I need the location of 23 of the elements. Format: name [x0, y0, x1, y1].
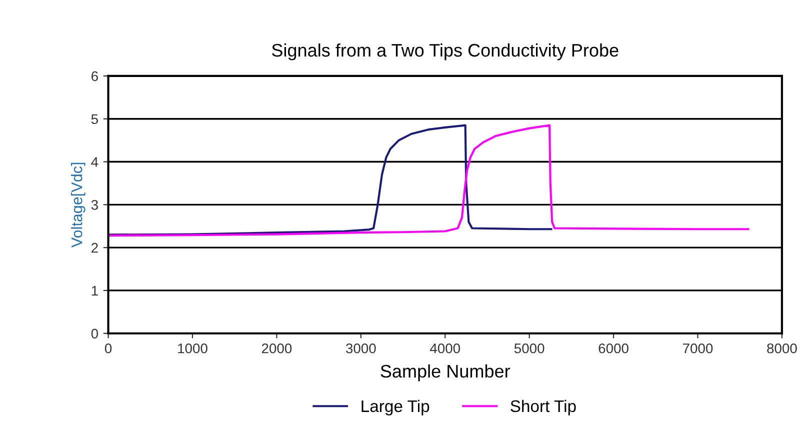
- y-tick-label: 1: [92, 286, 98, 296]
- x-tick-label: 2000: [262, 343, 292, 354]
- line-series: [108, 124, 552, 236]
- x-tick-label: 8000: [767, 343, 797, 354]
- y-tick-label: 2: [92, 242, 98, 253]
- x-axis-title: Sample Number: [380, 364, 510, 382]
- y-tick-label: 0: [91, 328, 98, 339]
- x-tick-label: 5000: [514, 343, 544, 354]
- line-series: [108, 124, 750, 237]
- x-tick-label: 4000: [430, 343, 460, 354]
- chart-title: Signals from a Two Tips Conductivity Probe: [272, 43, 618, 60]
- x-tick-label: 0: [104, 343, 112, 354]
- x-tick-label: 7000: [683, 343, 713, 354]
- x-tick-label: 6000: [598, 343, 628, 354]
- legend-label: Large Tip: [362, 400, 430, 416]
- y-tick-label: 4: [91, 157, 98, 167]
- y-axis-title: Voltage[Vdc]: [71, 162, 86, 248]
- y-tick-label: 3: [91, 200, 98, 210]
- y-tick-label: 5: [91, 114, 98, 124]
- y-tick-label: 6: [92, 71, 98, 82]
- x-tick-label: 1000: [178, 343, 208, 354]
- x-tick-label: 3000: [346, 343, 376, 354]
- legend-label: Short Tip: [510, 400, 576, 416]
